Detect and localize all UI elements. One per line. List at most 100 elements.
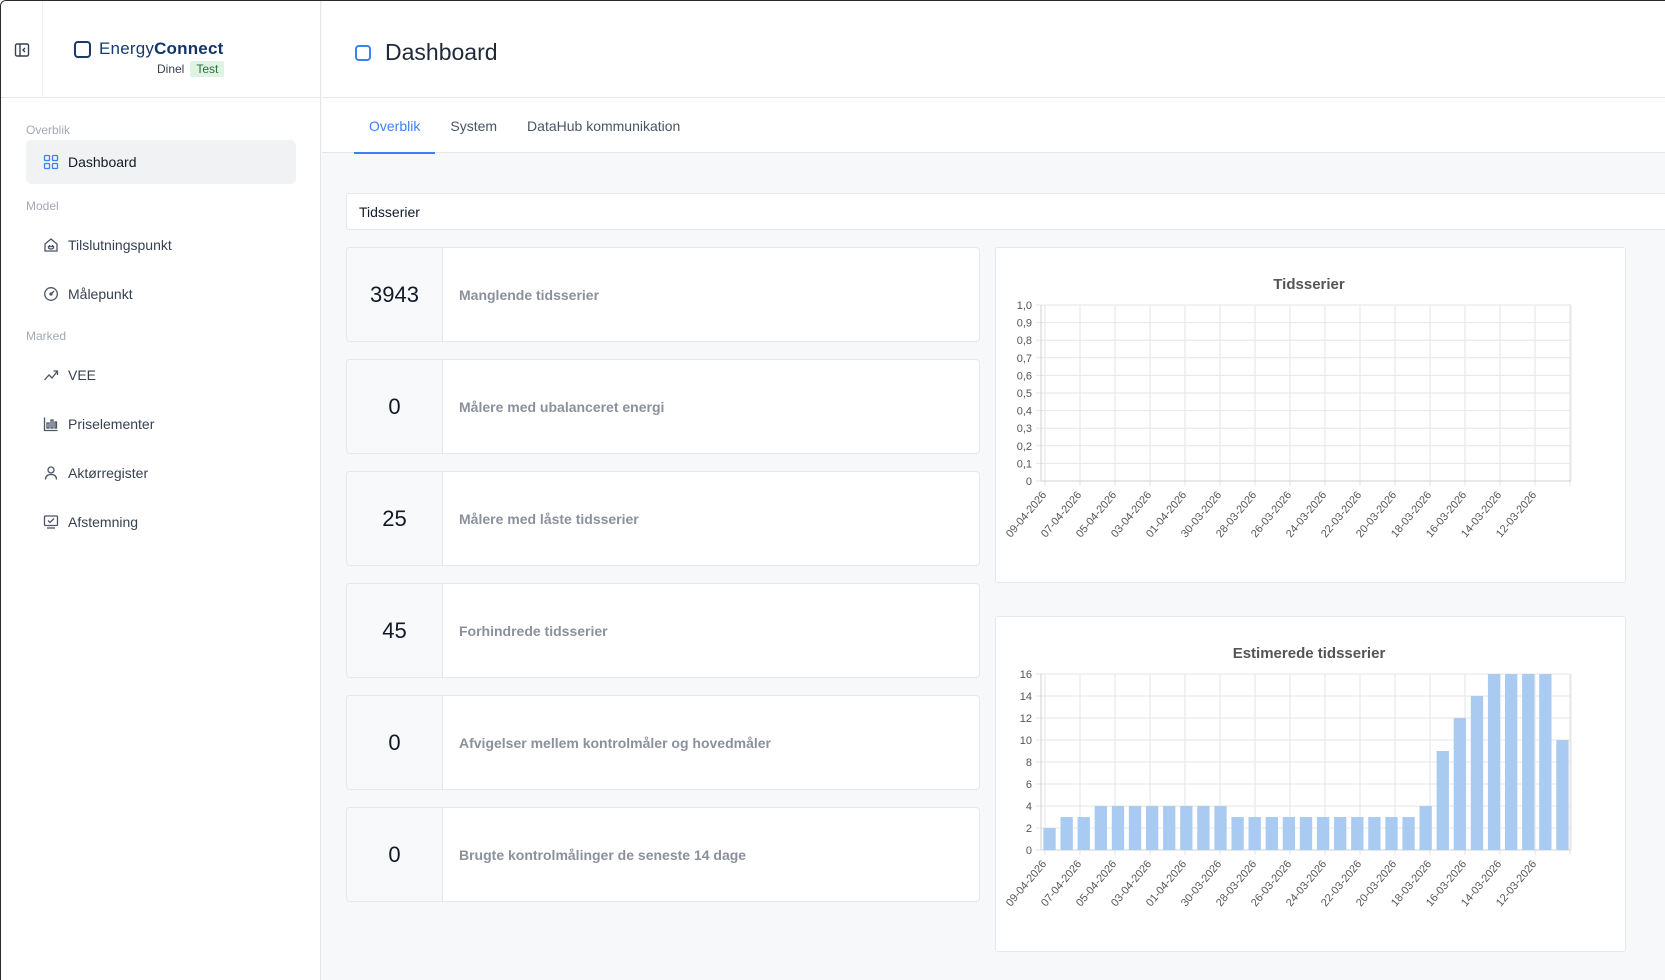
stat-label: Målere med låste tidsserier: [459, 510, 639, 527]
sidebar-item-label: Målepunkt: [68, 286, 133, 302]
stat-label: Manglende tidsserier: [459, 286, 600, 303]
stat-card[interactable]: 25 Målere med låste tidsserier: [346, 471, 980, 566]
chart-bar: [1145, 806, 1159, 850]
stat-value: 0: [347, 808, 443, 901]
nav-section-label: Overblik: [26, 123, 71, 137]
chart-bar: [1368, 817, 1381, 850]
stat-label: Forhindrede tidsserier: [459, 622, 608, 639]
user-icon: [43, 465, 59, 481]
sidebar-item-label: Afstemning: [68, 514, 139, 530]
chart-bar: [1231, 817, 1244, 850]
chart-bar: [1094, 806, 1107, 850]
sidebar-item-vee[interactable]: VEE: [26, 353, 296, 397]
chart-card-tidsserier: Tidsserier 0 0,1 0,2 0,3 0,4 0,5 0,6 0,7 0,8 0,9 1,…: [995, 247, 1626, 583]
chart-bar: [1282, 817, 1296, 850]
chart-bar: [1436, 751, 1449, 850]
chart-bar: [1351, 817, 1364, 850]
collapse-sidebar-button[interactable]: [1, 1, 43, 98]
stat-label: Afvigelser mellem kontrolmåler og hovedm…: [459, 734, 771, 751]
chart-bar: [1163, 806, 1176, 850]
stat-card[interactable]: 0 Afvigelser mellem kontrolmåler og hove…: [346, 695, 980, 790]
chart-bar: [1419, 806, 1432, 850]
page-header: Dashboard: [322, 1, 1665, 98]
tab-overblik[interactable]: Overblik: [354, 98, 436, 154]
stat-value: 0: [347, 696, 443, 789]
logo-area: EnergyConnect Dinel Test: [1, 1, 320, 98]
stat-card[interactable]: 3943 Manglende tidsserier: [346, 247, 980, 342]
y-tick-label: 0,3: [1017, 423, 1032, 435]
y-tick-label: 16: [1020, 669, 1032, 681]
y-tick-label: 0,9: [1017, 318, 1032, 330]
sidebar-item-label: Tilslutningspunkt: [68, 237, 172, 253]
check-screen-icon: [43, 514, 59, 530]
sidebar-toggle-icon: [14, 42, 29, 57]
trend-icon: [43, 367, 59, 383]
y-tick-label: 14: [1020, 691, 1032, 703]
sidebar-item-tilslutningspunkt[interactable]: Tilslutningspunkt: [26, 223, 296, 267]
stat-card[interactable]: 0 Målere med ubalanceret energi: [346, 359, 980, 454]
gauge-icon: [43, 286, 59, 302]
brand-mark-icon: [74, 40, 91, 58]
sidebar-item-label: Aktørregister: [68, 465, 149, 481]
org-name: Dinel: [157, 62, 185, 76]
y-tick-label: 12: [1020, 713, 1032, 725]
brand-logo[interactable]: EnergyConnect: [74, 39, 223, 59]
org-info: Dinel Test: [157, 61, 225, 77]
sidebar-item-priselementer[interactable]: Priselementer: [26, 402, 296, 446]
y-tick-label: 0,8: [1017, 335, 1032, 347]
y-tick-label: 0: [1026, 476, 1032, 488]
chart-bar: [1128, 806, 1142, 850]
stat-card[interactable]: 0 Brugte kontrolmålinger de seneste 14 d…: [346, 807, 980, 902]
chart-bar: [1111, 806, 1125, 850]
tab-datahub-kommunikation[interactable]: DataHub kommunikation: [527, 117, 681, 134]
y-tick-label: 0,6: [1017, 370, 1032, 382]
section-header: Tidsserier: [346, 193, 1665, 230]
chart-bar: [1470, 696, 1484, 850]
chart-bar: [1522, 674, 1535, 850]
y-tick-label: 1,0: [1017, 300, 1032, 312]
y-tick-label: 4: [1026, 801, 1032, 813]
stat-value: 45: [347, 584, 443, 677]
chart-bar: [1385, 817, 1398, 850]
brand-name: EnergyConnect: [99, 39, 224, 58]
sidebar-item-dashboard[interactable]: Dashboard: [26, 140, 296, 184]
sidebar-item-aktorregister[interactable]: Aktørregister: [26, 451, 296, 495]
sidebar-item-afstemning[interactable]: Afstemning: [26, 500, 296, 544]
tab-bar: Overblik System DataHub kommunikation: [322, 98, 1665, 154]
chart-bar: [1043, 828, 1056, 850]
page-title: Dashboard: [385, 39, 498, 65]
stat-value: 3943: [347, 248, 443, 341]
y-tick-label: 8: [1026, 757, 1032, 769]
grid-icon: [43, 154, 59, 170]
sidebar: EnergyConnect Dinel Test Overblik Dashbo…: [1, 1, 321, 980]
y-tick-label: 0,1: [1017, 458, 1032, 470]
chart-bar: [1487, 674, 1501, 850]
stat-value: 0: [347, 360, 443, 453]
y-tick-label: 0: [1026, 845, 1032, 857]
stat-card[interactable]: 45 Forhindrede tidsserier: [346, 583, 980, 678]
chart-bar: [1248, 817, 1261, 850]
tab-system[interactable]: System: [450, 117, 498, 134]
chart-title: Estimerede tidsserier: [1233, 645, 1386, 662]
chart-grid: [1036, 304, 1572, 486]
chart-title: Tidsserier: [1273, 276, 1345, 293]
y-tick-label: 10: [1020, 735, 1032, 747]
chart-bar: [1299, 817, 1313, 850]
page-icon: [355, 44, 371, 61]
chart-bar: [1334, 817, 1347, 850]
chart-bar: [1453, 718, 1467, 850]
environment-badge: Test: [190, 61, 225, 77]
stat-label: Brugte kontrolmålinger de seneste 14 dag…: [459, 846, 747, 863]
chart-bar: [1077, 817, 1090, 850]
sidebar-item-label: Dashboard: [68, 154, 137, 170]
stat-label: Målere med ubalanceret energi: [459, 398, 665, 415]
chart-bar: [1402, 817, 1415, 850]
sidebar-item-label: VEE: [68, 367, 97, 383]
dashboard-content: Tidsserier 3943 Manglende tidsserier 0 M…: [346, 193, 1665, 952]
stat-cards: 3943 Manglende tidsserier 0 Målere med u…: [346, 247, 980, 919]
estimerede-tidsserier-chart: Estimerede tidsserier024681012141609-04-…: [1004, 645, 1572, 909]
sidebar-nav: Overblik Dashboard Model Tilslutningspun…: [1, 98, 320, 544]
sidebar-item-malepunkt[interactable]: Målepunkt: [26, 272, 296, 316]
stat-value: 25: [347, 472, 443, 565]
house-plug-icon: [43, 237, 59, 253]
